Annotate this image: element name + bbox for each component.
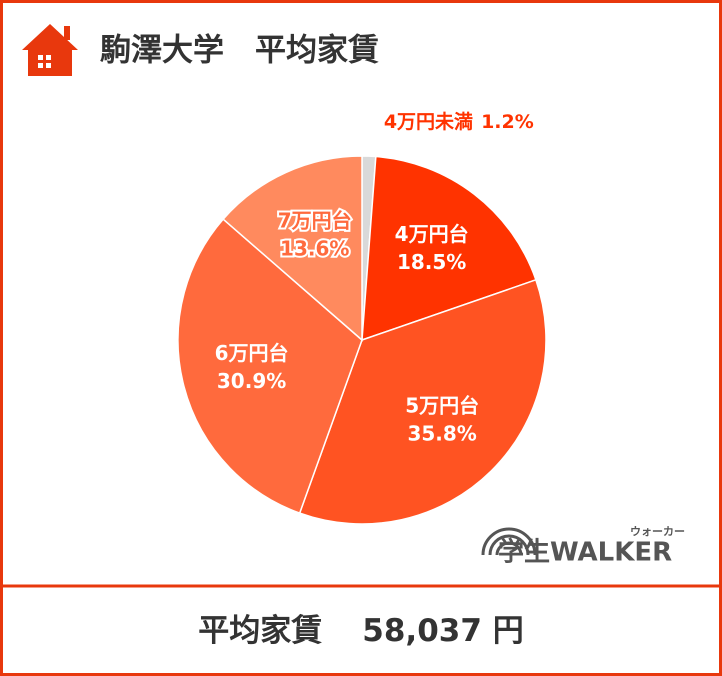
category-label: 4万円台 [395, 222, 469, 246]
value-label: 30.9% [217, 369, 286, 393]
summary-label: 平均家賃 [198, 613, 322, 649]
category-label: 6万円台 [215, 341, 289, 365]
summary: 平均家賃 58,037 円 [198, 613, 523, 649]
slice-label: 4万円未満 1.2% [384, 110, 534, 133]
logo-text: 学生WALKER [498, 537, 672, 568]
summary-value: 58,037 円 [362, 613, 523, 649]
house-icon [22, 24, 78, 76]
logo: 学生WALKER ウォーカー [481, 525, 685, 568]
value-label: 18.5% [397, 250, 466, 274]
value-label: 13.6% [280, 237, 349, 261]
category-label: 7万円台 [278, 209, 352, 233]
chart-title: 駒澤大学 平均家賃 [100, 33, 379, 69]
category-label: 4万円未満 [384, 110, 473, 133]
value-label: 1.2% [481, 111, 534, 133]
pie-slice [222, 155, 363, 342]
value-label: 35.8% [407, 422, 476, 446]
logo-reading: ウォーカー [630, 525, 685, 538]
pie-slice [177, 218, 363, 515]
pie: 4万円未満 1.2% 4万円台 18.5% 5万円台 35.8% 6万円台 30.9% 7万円台… [177, 110, 547, 525]
category-label: 5万円台 [405, 394, 479, 418]
pie-slice [298, 278, 547, 525]
